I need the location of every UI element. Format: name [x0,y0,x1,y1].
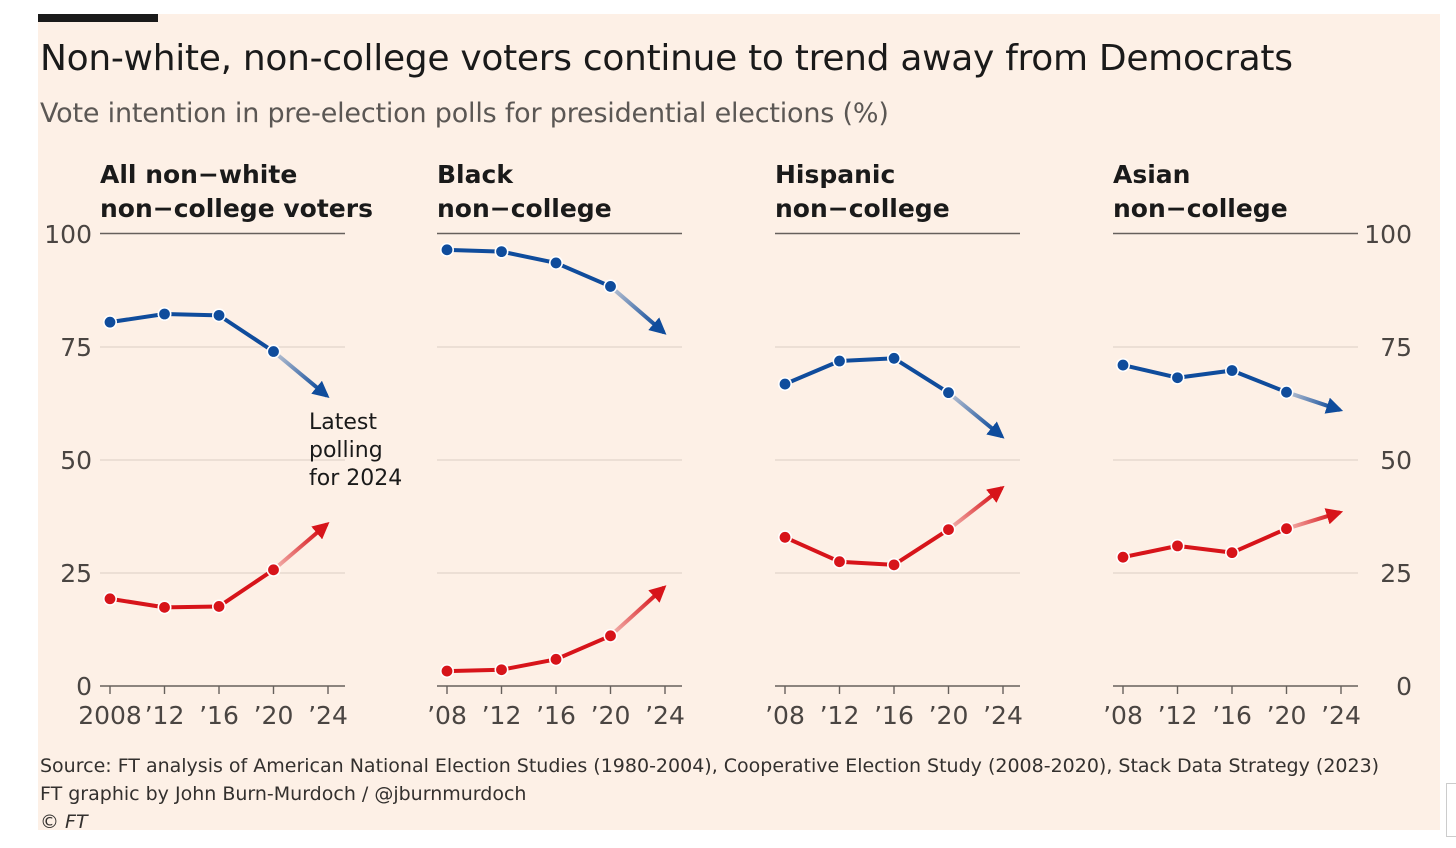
republican-data-point [439,664,454,679]
democrat-data-point [1116,358,1131,373]
republican-data-point [832,554,847,569]
x-tick-label: ’20 [1267,701,1307,730]
democrat-data-point [1170,370,1185,385]
x-tick-label: ’08 [765,701,805,730]
y-tick-label-left: 25 [60,559,92,588]
x-tick-label: ’24 [1321,701,1361,730]
republican-series-line [445,633,613,674]
x-tick-label: ’12 [1158,701,1198,730]
democrat-2024-projection-arrow [947,391,1005,439]
x-tick-label: ’16 [536,701,576,730]
y-tick-label-right: 100 [1364,220,1412,249]
democrat-data-point [941,385,956,400]
republican-data-point [157,600,172,615]
y-tick-label-right: 0 [1396,672,1412,701]
chart-subtitle: Vote intention in pre-election polls for… [40,98,889,129]
annotation-latest-polling: for 2024 [309,466,402,491]
republican-series-line [783,527,951,567]
x-tick-label: ’08 [1103,701,1143,730]
democrat-data-point [266,344,281,359]
democrat-data-point [1225,363,1240,378]
copyright: © FT [40,811,88,833]
panel-title: Asian [1113,160,1190,189]
republican-data-point [266,562,281,577]
y-tick-label-left: 50 [60,446,92,475]
x-tick-label: 2008 [78,701,142,730]
democrat-data-point [494,244,509,259]
democrat-series-line [108,312,276,354]
panel-title: Hispanic [775,160,895,189]
democrat-series-line [783,356,951,395]
y-tick-label-right: 50 [1380,446,1412,475]
panel-title: non−college [437,194,612,223]
x-tick-label: ’24 [645,701,685,730]
democrat-2024-projection-arrow [1285,390,1344,414]
democrat-data-point [548,255,563,270]
x-tick-label: ’12 [145,701,185,730]
x-tick-label: ’20 [591,701,631,730]
ft-top-rule [38,14,158,22]
y-tick-label-left: 100 [44,220,92,249]
republican-data-point [1116,550,1131,565]
republican-data-point [212,599,227,614]
democrat-data-point [603,279,618,294]
panel-title: Black [437,160,514,189]
republican-data-point [103,591,118,606]
republican-data-point [1170,538,1185,553]
x-tick-label: ’24 [308,701,348,730]
democrat-data-point [832,354,847,369]
democrat-data-point [886,351,901,366]
panel-title: All non−white [100,160,297,189]
republican-data-point [1279,521,1294,536]
y-tick-label-right: 75 [1380,333,1412,362]
y-tick-label-right: 25 [1380,559,1412,588]
democrat-2024-projection-arrow [272,349,330,398]
democrat-data-point [1279,385,1294,400]
graphic-credit: FT graphic by John Burn-Murdoch / @jburn… [40,783,527,805]
republican-data-point [941,522,956,537]
chart-background [38,14,1440,830]
x-tick-label: ’16 [199,701,239,730]
democrat-series-line [445,247,613,289]
republican-data-point [1225,545,1240,560]
x-tick-label: ’12 [820,701,860,730]
x-tick-label: ’20 [929,701,969,730]
x-tick-label: ’16 [1212,701,1252,730]
democrat-data-point [103,315,118,330]
democrat-series-line [1121,363,1289,395]
republican-2024-projection-arrow [609,585,667,638]
republican-series-line [1121,526,1289,560]
x-tick-label: ’16 [874,701,914,730]
republican-data-point [886,557,901,572]
x-tick-label: ’12 [482,701,522,730]
y-tick-label-left: 75 [60,333,92,362]
panel-title: non−college [775,194,950,223]
x-tick-label: ’24 [983,701,1023,730]
republican-2024-projection-arrow [947,485,1005,532]
democrat-data-point [212,308,227,323]
panel-title: non−college [1113,194,1288,223]
republican-data-point [548,652,563,667]
source-note: Source: FT analysis of American National… [40,755,1380,777]
democrat-data-point [157,307,172,322]
panel-title: non−college voters [100,194,373,223]
democrat-data-point [777,377,792,392]
republican-2024-projection-arrow [1285,508,1344,531]
republican-data-point [777,530,792,545]
x-tick-label: ’08 [427,701,467,730]
republican-2024-projection-arrow [272,522,330,572]
annotation-latest-polling: Latest [309,410,377,435]
annotation-latest-polling: polling [309,438,383,463]
republican-data-point [603,628,618,643]
republican-data-point [494,662,509,677]
footer: Source: FT analysis of American National… [40,752,1379,836]
republican-series-line [108,567,276,610]
democrat-data-point [439,242,454,257]
y-tick-label-left: 0 [76,672,92,701]
scroll-edge [1446,783,1456,837]
x-tick-label: ’20 [254,701,294,730]
democrat-2024-projection-arrow [609,284,667,335]
chart-title: Non-white, non-college voters continue t… [40,38,1293,79]
